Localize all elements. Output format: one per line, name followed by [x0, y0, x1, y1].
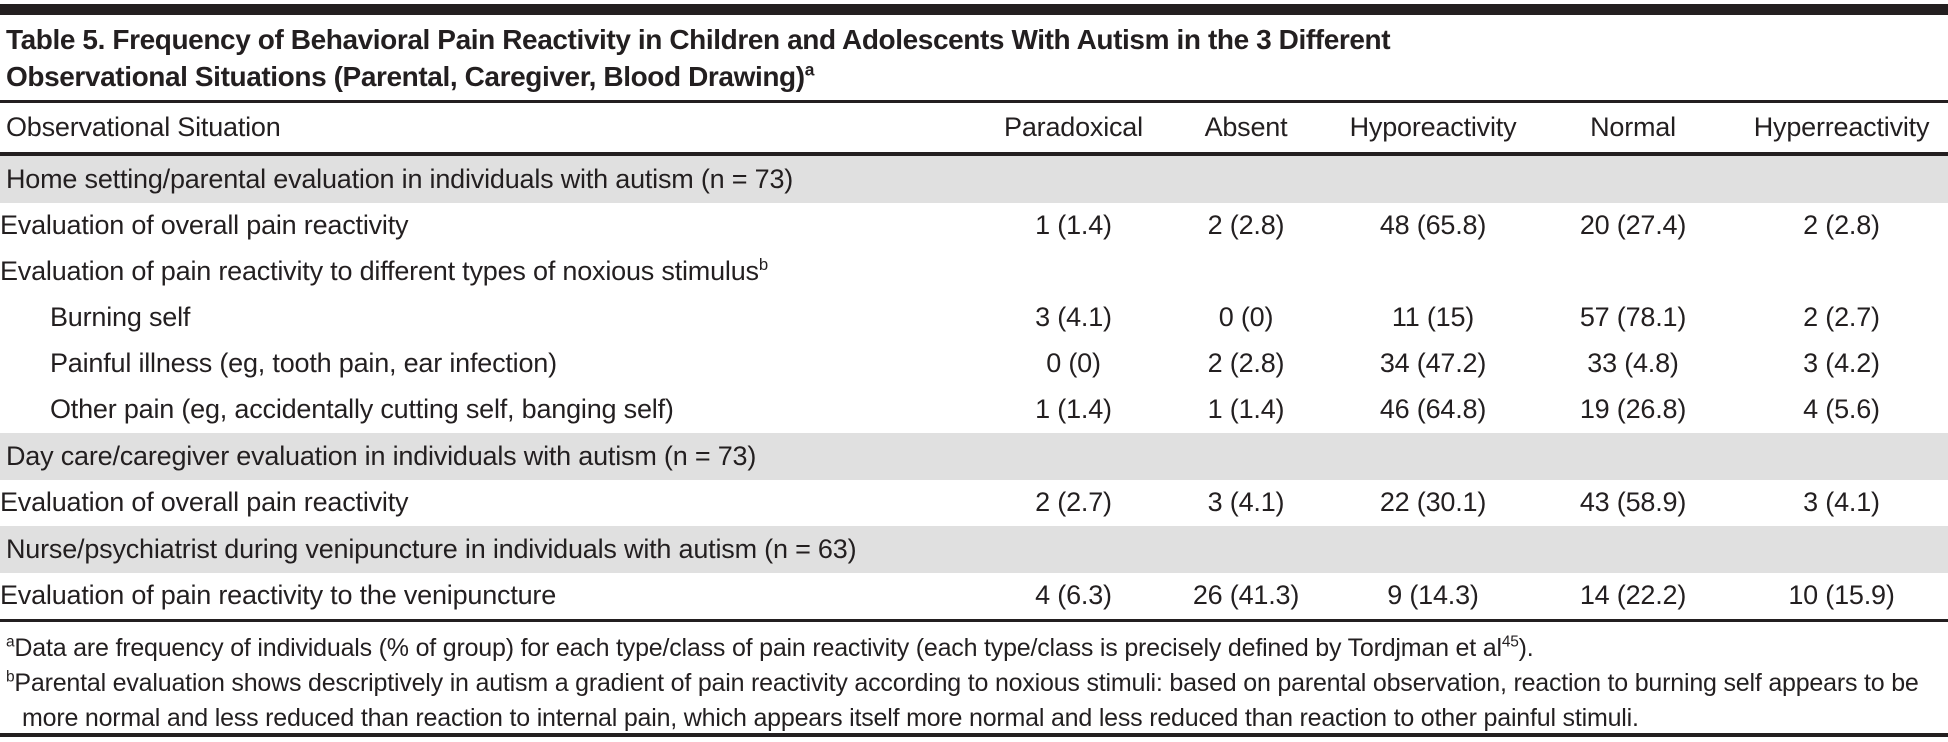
table-cell — [1335, 249, 1531, 295]
table-cell: 2 (2.7) — [1035, 487, 1112, 517]
row-label: Other pain (eg, accidentally cutting sel… — [50, 394, 674, 424]
table-row-noxious-stimulus-subheader: Evaluation of pain reactivity to differe… — [0, 249, 1948, 295]
table-cell: 2 (2.8) — [1207, 348, 1285, 378]
table-row-overall-caregiver: Evaluation of overall pain reactivity 2 … — [0, 480, 1948, 526]
footnote-a-marker: a — [6, 633, 15, 651]
row-label: Evaluation of overall pain reactivity — [0, 487, 409, 517]
table-cell — [990, 249, 1157, 295]
table-cell: 46 (64.8) — [1379, 394, 1487, 424]
table-row-venipuncture-reactivity: Evaluation of pain reactivity to the ven… — [0, 573, 1948, 619]
table-cell: 43 (58.9) — [1579, 487, 1687, 517]
table-row-other-pain: Other pain (eg, accidentally cutting sel… — [0, 387, 1948, 433]
header-row: Observational Situation Paradoxical Abse… — [0, 103, 1948, 156]
title-footnote-marker: a — [804, 59, 815, 80]
row-footnote-marker: b — [758, 255, 768, 274]
table-cell — [1531, 249, 1735, 295]
table-title: Table 5. Frequency of Behavioral Pain Re… — [0, 15, 1948, 100]
table-cell: 57 (78.1) — [1579, 302, 1687, 332]
table-cell — [1735, 249, 1948, 295]
table-cell: 14 (22.2) — [1579, 580, 1687, 610]
column-header-hyperreactivity: Hyperreactivity — [1735, 103, 1948, 156]
table-cell: 4 (6.3) — [1035, 580, 1112, 610]
table-cell: 2 (2.7) — [1803, 302, 1880, 332]
section-row-home-setting: Home setting/parental evaluation in indi… — [0, 154, 1948, 203]
table-cell: 26 (41.3) — [1192, 580, 1300, 610]
row-label: Evaluation of overall pain reactivity — [0, 210, 409, 240]
table-cell: 1 (1.4) — [1035, 394, 1112, 424]
footnote-a-reference-number: 45 — [1501, 633, 1519, 651]
row-label: Painful illness (eg, tooth pain, ear inf… — [50, 348, 557, 378]
bottom-rule — [0, 733, 1948, 737]
row-label: Burning self — [50, 302, 191, 332]
table-cell: 48 (65.8) — [1379, 210, 1487, 240]
column-header-normal: Normal — [1531, 103, 1735, 156]
table-cell: 0 (0) — [1046, 348, 1101, 378]
table-cell: 33 (4.8) — [1587, 348, 1679, 378]
table-row-overall-parental: Evaluation of overall pain reactivity 1 … — [0, 203, 1948, 249]
section-row-day-care: Day care/caregiver evaluation in individ… — [0, 433, 1948, 480]
table-cell — [1157, 249, 1335, 295]
section-label: Nurse/psychiatrist during venipuncture i… — [0, 526, 1948, 573]
pain-reactivity-table: Observational Situation Paradoxical Abse… — [0, 103, 1948, 619]
table-cell: 0 (0) — [1218, 302, 1274, 332]
table-title-text: Table 5. Frequency of Behavioral Pain Re… — [6, 24, 1391, 92]
row-label: Evaluation of pain reactivity to differe… — [0, 255, 768, 286]
table-cell: 3 (4.1) — [1207, 487, 1285, 517]
table-cell: 3 (4.1) — [1035, 302, 1112, 332]
top-rule — [0, 4, 1948, 15]
table-cell: 1 (1.4) — [1207, 394, 1285, 424]
table-bottom-rule — [0, 619, 1948, 622]
section-label: Home setting/parental evaluation in indi… — [0, 154, 1948, 203]
footnote-a: aData are frequency of individuals (% of… — [6, 633, 1534, 662]
table-cell: 1 (1.4) — [1035, 210, 1112, 240]
column-header-observational-situation: Observational Situation — [0, 103, 990, 156]
table-cell: 3 (4.2) — [1803, 348, 1880, 378]
title-divider-rule — [0, 100, 1948, 103]
footnote-b-marker: b — [6, 668, 15, 686]
table-cell: 20 (27.4) — [1579, 210, 1687, 240]
table-cell: 10 (15.9) — [1788, 580, 1895, 610]
table-cell: 22 (30.1) — [1379, 487, 1487, 517]
row-label: Evaluation of pain reactivity to the ven… — [0, 580, 557, 610]
footnote-b: bParental evaluation shows descriptively… — [6, 668, 1919, 732]
table-cell: 9 (14.3) — [1387, 580, 1479, 610]
table-cell: 3 (4.1) — [1803, 487, 1880, 517]
section-row-venipuncture: Nurse/psychiatrist during venipuncture i… — [0, 526, 1948, 573]
table-cell: 34 (47.2) — [1379, 348, 1487, 378]
table-cell: 2 (2.8) — [1803, 210, 1880, 240]
table-cell: 4 (5.6) — [1803, 394, 1880, 424]
column-header-paradoxical: Paradoxical — [990, 103, 1157, 156]
table-cell: 19 (26.8) — [1579, 394, 1687, 424]
table-row-painful-illness: Painful illness (eg, tooth pain, ear inf… — [0, 341, 1948, 387]
section-label: Day care/caregiver evaluation in individ… — [0, 433, 1948, 480]
footnotes: aData are frequency of individuals (% of… — [0, 622, 1948, 736]
table-cell: 11 (15) — [1391, 302, 1475, 332]
column-header-hyporeactivity: Hyporeactivity — [1335, 103, 1531, 156]
table-cell: 2 (2.8) — [1207, 210, 1285, 240]
table-row-burning-self: Burning self 3 (4.1) 0 (0) 11 (15) 57 (7… — [0, 295, 1948, 341]
column-header-absent: Absent — [1157, 103, 1335, 156]
